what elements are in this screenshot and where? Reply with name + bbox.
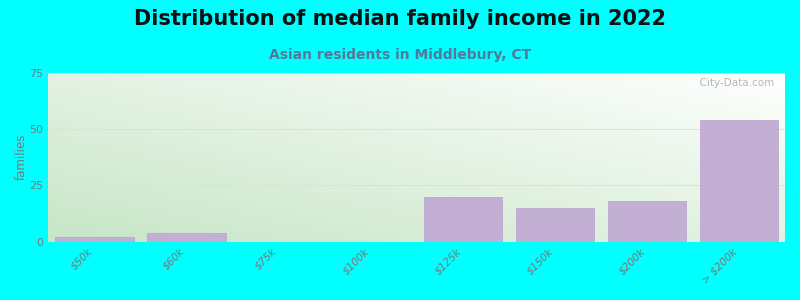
Text: City-Data.com: City-Data.com — [693, 78, 774, 88]
Bar — [608, 201, 686, 242]
Bar — [55, 237, 134, 242]
Bar — [423, 196, 502, 242]
Y-axis label: families: families — [15, 134, 28, 181]
Text: Distribution of median family income in 2022: Distribution of median family income in … — [134, 9, 666, 29]
Bar — [516, 208, 594, 242]
Bar — [700, 120, 778, 242]
Bar — [147, 232, 226, 242]
Text: Asian residents in Middlebury, CT: Asian residents in Middlebury, CT — [269, 48, 531, 62]
